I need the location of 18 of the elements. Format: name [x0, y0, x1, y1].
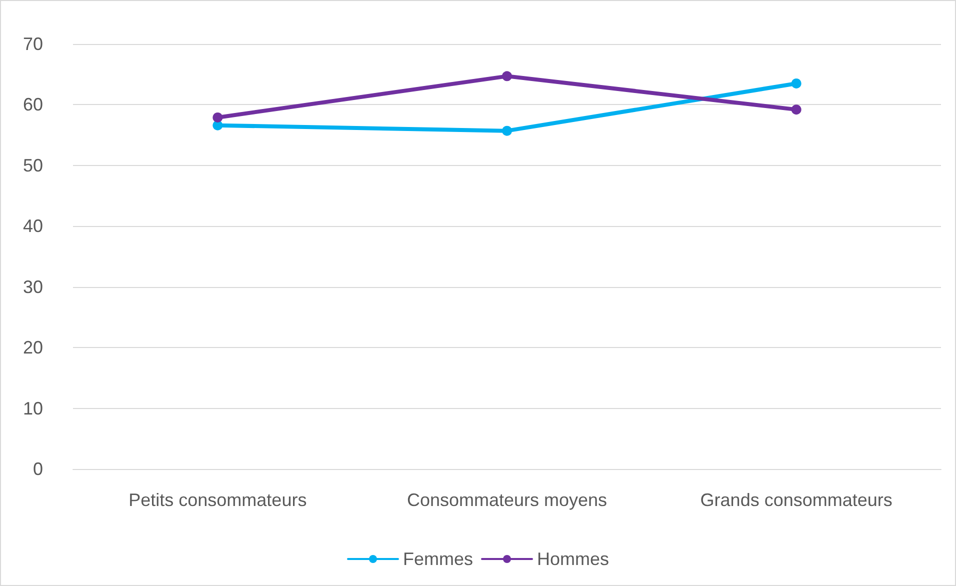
legend-label: Hommes: [537, 549, 610, 569]
x-tick-label: Petits consommateurs: [128, 490, 307, 510]
point: [212, 112, 223, 122]
y-tick-label: 0: [32, 459, 43, 479]
y-tick-label: 50: [22, 155, 43, 176]
y-tick-label: 40: [22, 216, 43, 236]
y-tick-label: 10: [22, 398, 43, 418]
x-tick-label: Consommateurs moyens: [406, 490, 608, 510]
point: [791, 78, 802, 88]
y-tick-label: 30: [22, 276, 43, 297]
point: [502, 126, 512, 136]
x-tick-label: Grands consommateurs: [700, 490, 892, 510]
point: [791, 104, 802, 115]
y-tick-label: 70: [22, 34, 43, 54]
y-tick-label: 60: [22, 94, 43, 115]
point: [502, 71, 512, 82]
y-tick-label: 20: [22, 338, 43, 358]
legend-label: Femmes: [402, 549, 474, 569]
